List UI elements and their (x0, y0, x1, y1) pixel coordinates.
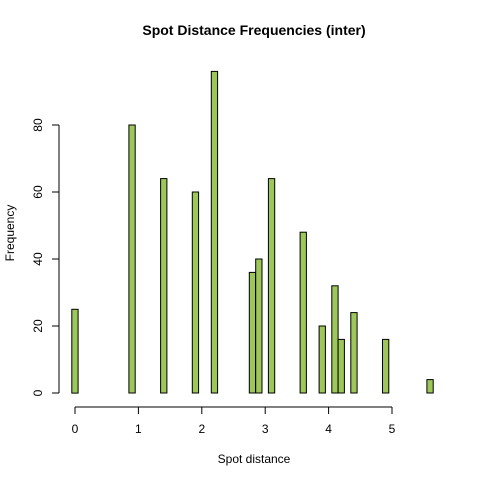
bars-group (71, 70, 434, 394)
bar (318, 325, 326, 394)
y-tick-label: 40 (31, 252, 45, 266)
bar (267, 178, 276, 394)
bar (160, 178, 168, 394)
bar (128, 124, 136, 394)
bar (337, 338, 345, 394)
bar (382, 338, 390, 394)
y-axis-label: Frequency (3, 205, 17, 262)
y-tick-label: 60 (31, 185, 45, 199)
x-tick-label: 4 (325, 422, 332, 436)
bar (331, 285, 339, 394)
bar (248, 271, 257, 394)
x-axis: 0 1 2 3 4 5 (72, 406, 396, 436)
x-tick-label: 0 (72, 422, 79, 436)
y-tick-label: 0 (31, 389, 45, 396)
y-tick-label: 80 (31, 118, 45, 132)
y-axis: 0 20 40 60 80 (31, 118, 60, 396)
x-axis-label: Spot distance (218, 452, 291, 466)
x-tick-label: 1 (135, 422, 142, 436)
bar (210, 70, 219, 394)
chart-title: Spot Distance Frequencies (inter) (142, 22, 365, 38)
x-tick-label: 2 (198, 422, 205, 436)
bar (191, 191, 200, 394)
bar (299, 231, 307, 394)
x-tick-label: 3 (262, 422, 269, 436)
y-tick-label: 20 (31, 319, 45, 333)
bar (255, 258, 263, 394)
bar (426, 379, 434, 394)
x-tick-label: 5 (389, 422, 396, 436)
bar (71, 308, 79, 394)
bar (350, 312, 358, 394)
